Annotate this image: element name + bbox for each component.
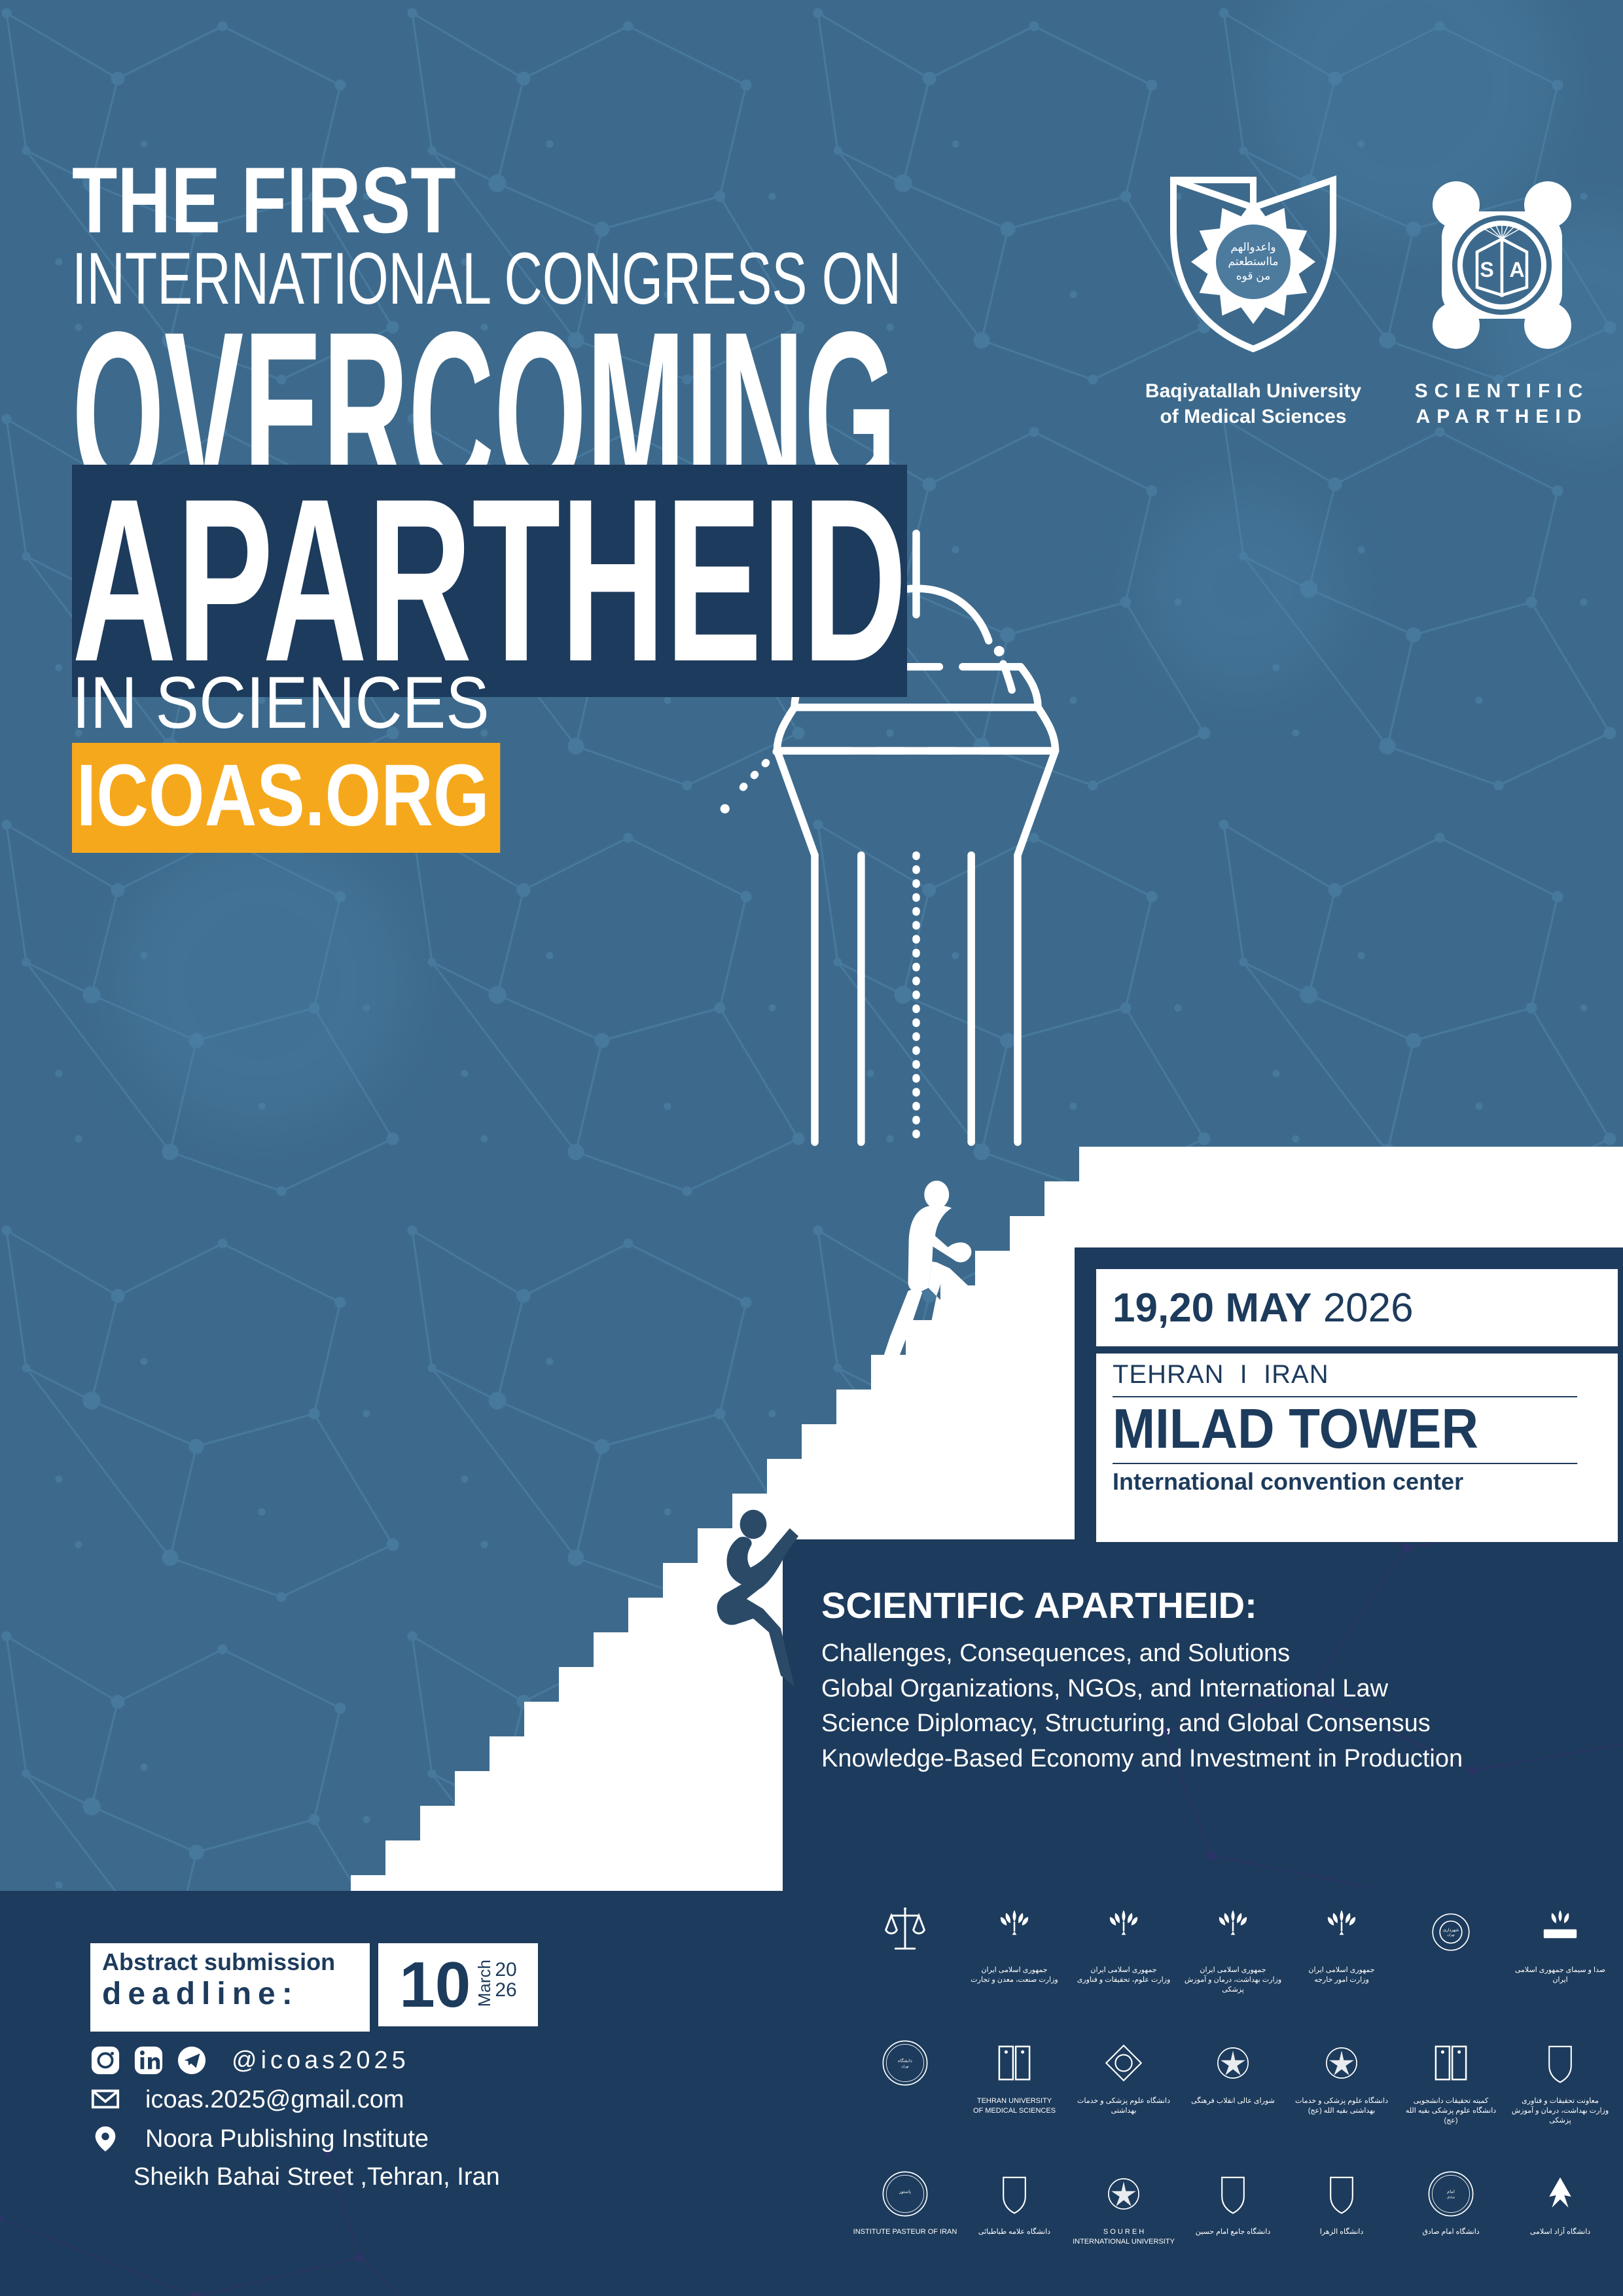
svg-text:من قوه: من قوه (1236, 270, 1271, 283)
svg-text:صادق: صادق (1447, 2195, 1455, 2199)
svg-text:واعدوالهم: واعدوالهم (1230, 241, 1275, 254)
svg-text:A: A (1509, 258, 1524, 281)
svg-text:مااستطعتم: مااستطعتم (1228, 255, 1279, 268)
svg-text:تهران: تهران (1447, 1933, 1455, 1937)
svg-text:پاستور: پاستور (899, 2189, 911, 2194)
svg-text:دانشگاه: دانشگاه (898, 2057, 912, 2063)
svg-text:امام: امام (1447, 2189, 1455, 2194)
svg-text:تهران: تهران (901, 2064, 909, 2068)
svg-text:شهرداری: شهرداری (1443, 1928, 1459, 1932)
svg-text:S: S (1480, 258, 1493, 281)
